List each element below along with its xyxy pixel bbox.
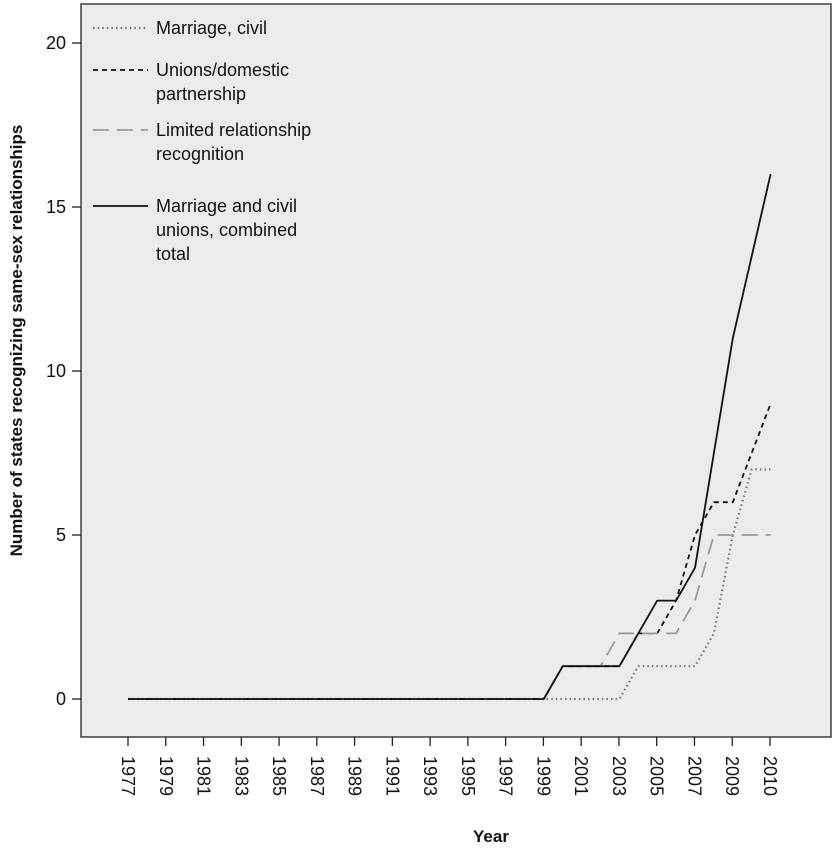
plot-area [80,3,832,738]
y-tick-label: 5 [56,525,66,545]
y-tick-label: 15 [46,197,66,217]
x-axis-title: Year [473,827,509,846]
series-line-4 [128,173,772,700]
x-tick-label: 1979 [156,756,176,796]
legend-label: recognition [156,144,244,164]
x-tick-label: 1997 [496,756,516,796]
x-tick-label: 2005 [647,756,667,796]
x-tick-label: 1993 [420,756,440,796]
legend: Marriage, civil Unions/domestic partnershi… [93,18,311,264]
x-tick-label: 1995 [458,756,478,796]
axes: 0 5 10 15 20 1977 1979 1981 1983 1985 1987 1989 1991… [46,33,780,796]
x-tick-label: 1977 [118,756,138,796]
x-tick-label: 1999 [533,756,553,796]
legend-label: total [156,244,190,264]
y-tick-label: 20 [46,33,66,53]
x-tick-label: 2007 [684,756,704,796]
legend-label: Unions/domestic [156,60,289,80]
y-tick-label: 10 [46,361,66,381]
x-tick-label: 2009 [722,756,742,796]
legend-label: Marriage, civil [156,18,267,38]
y-axis-title: Number of states recognizing same-sex re… [7,125,26,557]
legend-label: partnership [156,84,246,104]
x-tick-label: 1981 [194,756,214,796]
x-tick-label: 2003 [609,756,629,796]
y-tick-label: 0 [56,689,66,709]
x-tick-label: 1989 [345,756,365,796]
x-tick-label: 1985 [269,756,289,796]
x-tick-label: 2010 [760,756,780,796]
series-lines [128,173,772,701]
legend-label: Limited relationship [156,120,311,140]
legend-label: Marriage and civil [156,196,297,216]
series-line-1 [128,468,771,701]
legend-label: unions, combined [156,220,297,240]
x-tick-label: 1991 [382,756,402,796]
x-tick-label: 1983 [231,756,251,796]
x-tick-label: 1987 [307,756,327,796]
x-tick-label: 2001 [571,756,591,796]
